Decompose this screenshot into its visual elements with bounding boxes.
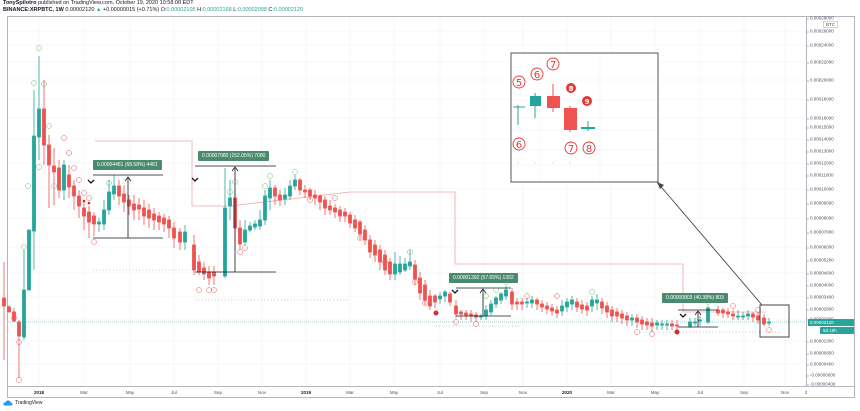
price-unit-label: BTC bbox=[823, 21, 838, 28]
time-axis[interactable] bbox=[7, 387, 855, 398]
publish-line: TonySpilotro published on TradingView.co… bbox=[3, 0, 303, 7]
low-label: L: bbox=[233, 7, 238, 13]
low-value: 0.00002098 bbox=[237, 7, 267, 13]
inset-pointer-line bbox=[656, 181, 763, 306]
symbol-name: BINANCE:XRPBTC, 1W bbox=[3, 7, 64, 13]
close-label: C: bbox=[268, 7, 274, 13]
svg-text:8: 8 bbox=[586, 144, 592, 155]
price-tick-label: -0.00000000 bbox=[805, 372, 836, 378]
current-price-label: 0.00002120 bbox=[808, 319, 854, 326]
time-tick-label: Nov bbox=[257, 390, 267, 395]
svg-text:8: 8 bbox=[569, 85, 574, 93]
price-change: +0.00000015 (+0.71%) bbox=[102, 7, 160, 13]
price-tick-label: 0.00007000 bbox=[806, 229, 834, 235]
price-tick-label: 0.00020000 bbox=[806, 77, 834, 83]
last-price: 0.00002120 bbox=[65, 7, 95, 13]
measure-label-1: 0.00004481 (68.58%) 4481 bbox=[93, 160, 162, 170]
price-tick-label: 0.00003400 bbox=[806, 294, 834, 300]
price-tick-label: 0.00005200 bbox=[806, 257, 834, 263]
price-tick-label: 0.00004600 bbox=[806, 270, 834, 276]
price-tick-label: 0.00000400 bbox=[806, 361, 834, 367]
svg-text:7: 7 bbox=[550, 60, 556, 71]
published-text: published on TradingView.com, October 19… bbox=[38, 0, 194, 6]
chevron-markers bbox=[87, 177, 687, 318]
price-tick-label: -0.00000400 bbox=[805, 381, 836, 387]
time-tick-label: Nov bbox=[780, 390, 790, 395]
price-tick-label: 0.00015000 bbox=[806, 124, 834, 130]
price-tick-label: 0.00016000 bbox=[806, 115, 834, 121]
time-tick-label: Nov bbox=[518, 390, 528, 395]
svg-text:6: 6 bbox=[516, 140, 522, 151]
svg-text:6: 6 bbox=[534, 70, 540, 81]
chart-pane[interactable] bbox=[7, 16, 807, 387]
price-tick-label: 0.00010000 bbox=[806, 186, 834, 192]
time-tick-label: Sep bbox=[739, 390, 749, 395]
measure-tool-4 bbox=[678, 309, 718, 328]
high-value: 0.00002168 bbox=[202, 7, 232, 13]
time-tick-label: Mar bbox=[607, 390, 615, 395]
price-tick-label: 0.00018000 bbox=[806, 96, 834, 102]
measure-tool-3 bbox=[456, 287, 511, 317]
change-arrow-icon: ▲ bbox=[95, 7, 102, 13]
open-label: O: bbox=[160, 7, 167, 13]
price-tick-label: 0.00013000 bbox=[806, 148, 834, 154]
svg-text:9: 9 bbox=[585, 98, 590, 106]
open-value: 0.00002105 bbox=[166, 7, 196, 13]
inset-td-labels: 5 6 7 8 9 6 7 8 bbox=[512, 57, 596, 155]
time-tick-label: 2019 bbox=[300, 390, 312, 395]
time-tick-label: Mar bbox=[80, 390, 88, 395]
price-tick-label: 0.00004000 bbox=[806, 282, 834, 288]
tradingview-cloud-icon bbox=[3, 400, 13, 406]
time-tick-label: Jul bbox=[697, 390, 703, 395]
price-tick-label: 0.00024000 bbox=[806, 42, 834, 48]
price-tick-label: 0.00006000 bbox=[806, 244, 834, 250]
measure-label-4: 0.00000803 (40.38%) 803 bbox=[662, 293, 728, 303]
time-tick-label: Mar bbox=[346, 390, 354, 395]
svg-text:5: 5 bbox=[516, 78, 522, 89]
symbol-line: BINANCE:XRPBTC, 1W 0.00002120 ▲ +0.00000… bbox=[3, 7, 303, 14]
price-tick-label: 0.00002800 bbox=[806, 306, 834, 312]
price-tick-label: 0.00026000 bbox=[806, 28, 834, 34]
price-tick-label: 0.00008000 bbox=[806, 215, 834, 221]
bar-countdown-label: 5d 19h bbox=[820, 327, 854, 334]
time-tick-label: May bbox=[389, 390, 399, 395]
focus-box bbox=[759, 304, 790, 338]
td-resistance-line bbox=[95, 140, 765, 313]
time-tick-label: 2 bbox=[804, 390, 808, 395]
price-axis[interactable] bbox=[807, 16, 855, 387]
price-tick-label: 0.00028000 bbox=[806, 15, 834, 21]
svg-text:7: 7 bbox=[568, 144, 574, 155]
grid-lines bbox=[8, 17, 806, 386]
time-tick-label: Sep bbox=[479, 390, 489, 395]
time-tick-label: Sep bbox=[213, 390, 223, 395]
chart-header: TonySpilotro published on TradingView.co… bbox=[3, 0, 303, 14]
price-tick-label: 0.00022000 bbox=[806, 59, 834, 65]
time-tick-label: 2018 bbox=[33, 390, 45, 395]
author-name[interactable]: TonySpilotro bbox=[3, 0, 37, 6]
close-value: 0.00002120 bbox=[273, 7, 303, 13]
high-label: H: bbox=[197, 7, 203, 13]
measure-tool-2 bbox=[195, 165, 276, 273]
price-tick-label: 0.00014000 bbox=[806, 136, 834, 142]
price-tick-label: 0.00011000 bbox=[805, 172, 834, 178]
measure-label-2: 0.00007080 (152.05%) 7080 bbox=[198, 151, 270, 161]
price-tick-label: 0.00009000 bbox=[806, 200, 834, 206]
time-tick-label: May bbox=[125, 390, 135, 395]
footer-brand: TradingView bbox=[3, 400, 43, 406]
price-tick-label: 0.00012000 bbox=[806, 160, 834, 166]
time-tick-label: May bbox=[650, 390, 660, 395]
measure-tool-1 bbox=[93, 174, 163, 239]
price-tick-label: 0.00000850 bbox=[806, 350, 834, 356]
time-tick-label: Jul bbox=[437, 390, 443, 395]
time-tick-label: Jul bbox=[171, 390, 177, 395]
price-tick-label: 0.00001300 bbox=[806, 338, 834, 344]
brand-name[interactable]: TradingView bbox=[15, 400, 43, 406]
td-count-markers bbox=[11, 45, 772, 383]
inset-candles bbox=[513, 84, 595, 132]
time-tick-label: 2020 bbox=[561, 390, 573, 395]
measure-label-3: 0.00001392 (57.65%) 1392 bbox=[449, 273, 518, 283]
